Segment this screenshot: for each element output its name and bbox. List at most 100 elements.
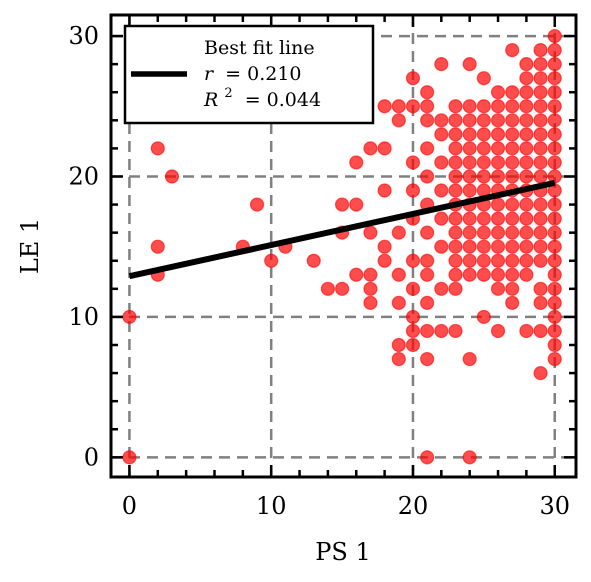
data-point-162 (519, 57, 534, 72)
data-point-47 (420, 323, 435, 339)
data-point-146 (519, 323, 534, 339)
data-point-156 (519, 141, 534, 156)
data-point-93 (462, 141, 477, 156)
data-point-22 (363, 225, 378, 240)
data-point-12 (334, 281, 350, 296)
data-point-205 (547, 43, 562, 58)
data-point-178 (533, 99, 548, 114)
data-point-160 (519, 85, 534, 100)
best-fit-line (128, 179, 556, 280)
data-point-194 (547, 197, 562, 212)
data-point-101 (476, 239, 491, 254)
data-point-106 (476, 169, 491, 184)
data-point-5 (164, 169, 180, 184)
data-point-125 (490, 127, 506, 142)
data-point-69 (448, 267, 463, 282)
x-tick-label-30: 30 (539, 492, 570, 520)
data-point-188 (547, 281, 562, 296)
data-point-187 (547, 295, 562, 310)
data-point-55 (420, 113, 435, 128)
legend-r2-number: = 0.044 (245, 89, 321, 111)
y-tick-label-0: 0 (84, 443, 99, 471)
data-points (122, 28, 562, 465)
data-point-67 (448, 323, 463, 339)
data-point-20 (363, 267, 378, 282)
data-point-79 (448, 127, 463, 142)
data-point-85 (462, 253, 477, 268)
data-point-17 (349, 155, 364, 170)
data-point-110 (476, 113, 491, 128)
data-point-78 (448, 141, 463, 156)
data-point-117 (490, 239, 506, 254)
data-point-80 (448, 113, 463, 128)
data-point-82 (462, 450, 477, 465)
data-point-120 (490, 197, 506, 212)
data-point-118 (490, 225, 506, 240)
legend-r-number: = 0.210 (225, 63, 301, 85)
data-point-119 (490, 211, 506, 226)
data-point-86 (462, 239, 477, 254)
data-point-181 (533, 57, 548, 72)
data-point-65 (434, 113, 449, 128)
data-point-3 (150, 239, 165, 254)
data-point-7 (249, 197, 265, 212)
data-point-45 (420, 450, 435, 465)
data-point-176 (533, 127, 548, 142)
data-point-28 (391, 99, 406, 114)
data-point-201 (547, 99, 562, 114)
data-point-54 (420, 141, 435, 156)
data-point-59 (434, 281, 449, 296)
data-point-27 (377, 99, 392, 114)
data-point-24 (377, 253, 392, 268)
data-point-157 (519, 127, 534, 142)
legend-r-symbol: r (204, 63, 215, 85)
x-axis-label: PS 1 (315, 538, 371, 566)
data-point-168 (533, 239, 548, 254)
data-point-99 (476, 267, 491, 282)
x-tick-label-20: 20 (398, 492, 429, 520)
y-axis-label: LE 1 (16, 218, 44, 274)
best-fit-layer (128, 179, 556, 280)
data-point-206 (547, 28, 562, 44)
data-point-34 (391, 113, 406, 128)
data-point-112 (476, 71, 491, 86)
data-point-25 (377, 239, 392, 254)
data-point-103 (476, 211, 491, 226)
data-point-122 (490, 169, 506, 184)
data-point-149 (519, 239, 534, 254)
data-point-173 (533, 169, 548, 184)
data-point-18 (363, 281, 378, 296)
data-point-182 (533, 43, 548, 58)
x-tick-label-10: 10 (256, 492, 287, 520)
data-point-175 (533, 141, 548, 156)
data-point-87 (462, 225, 477, 240)
data-point-41 (405, 183, 421, 198)
legend: Best fit line r = 0.210 R 2 = 0.044 (123, 24, 375, 125)
data-point-185 (547, 323, 562, 339)
data-point-179 (533, 85, 548, 100)
data-point-147 (519, 267, 534, 282)
data-point-68 (448, 281, 463, 296)
legend-r2-exponent: 2 (224, 86, 232, 101)
data-point-152 (519, 197, 534, 212)
legend-r2-symbol: R (203, 89, 218, 111)
data-point-39 (405, 253, 421, 268)
data-point-200 (547, 113, 562, 128)
data-point-63 (434, 155, 449, 170)
data-point-8 (264, 253, 279, 268)
data-point-139 (505, 155, 520, 170)
data-point-48 (420, 295, 435, 310)
data-point-42 (405, 155, 421, 170)
data-point-57 (420, 85, 435, 100)
data-point-133 (505, 239, 520, 254)
data-point-31 (391, 351, 406, 367)
data-point-151 (519, 211, 534, 226)
data-point-1 (122, 309, 137, 325)
data-point-167 (533, 253, 548, 268)
data-point-189 (547, 267, 562, 282)
data-point-50 (420, 253, 435, 268)
data-point-64 (434, 127, 449, 142)
y-tick-label-10: 10 (68, 303, 99, 331)
data-point-2 (150, 141, 165, 156)
data-point-158 (519, 113, 534, 128)
